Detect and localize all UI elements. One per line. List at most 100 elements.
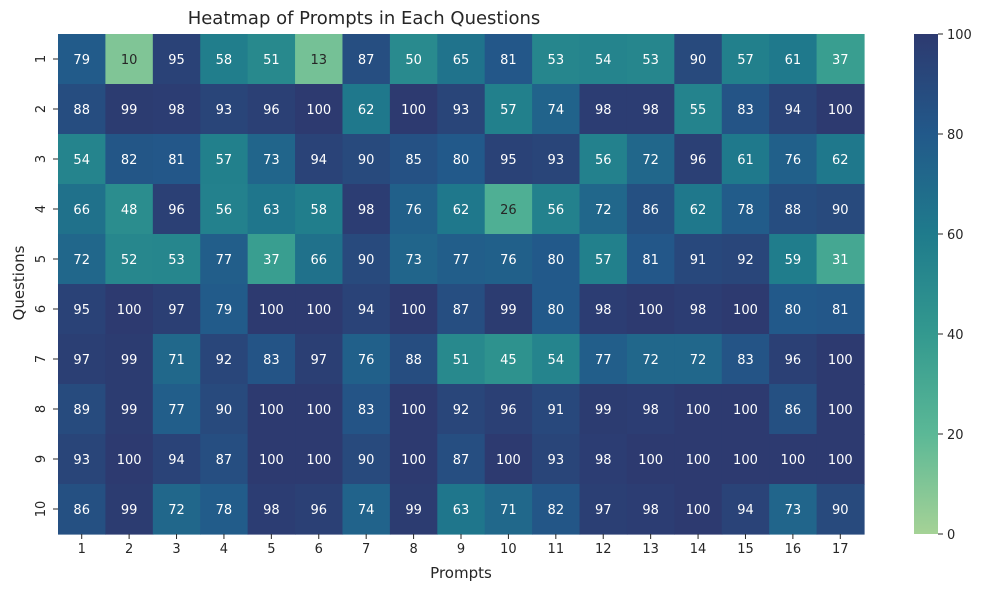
cell-value-label: 94 xyxy=(310,153,327,168)
cell-value-label: 90 xyxy=(358,253,375,268)
heatmap-cell xyxy=(816,284,865,335)
cell-value-label: 90 xyxy=(832,503,849,518)
cell-value-label: 98 xyxy=(642,403,659,418)
heatmap-cell xyxy=(200,434,249,485)
heatmap-cell xyxy=(295,334,344,385)
x-tick-label: 4 xyxy=(220,542,228,557)
heatmap-cell xyxy=(626,34,675,85)
cell-value-label: 99 xyxy=(121,103,138,118)
cell-value-label: 73 xyxy=(263,153,280,168)
cell-value-label: 98 xyxy=(690,303,707,318)
heatmap-cell xyxy=(105,234,154,285)
cell-value-label: 52 xyxy=(121,253,138,268)
heatmap-cell xyxy=(295,234,344,285)
cell-value-label: 72 xyxy=(595,203,612,218)
cell-value-label: 86 xyxy=(642,203,659,218)
heatmap-cell xyxy=(389,434,438,485)
y-tick-label: 4 xyxy=(34,205,49,213)
cell-value-label: 31 xyxy=(832,253,849,268)
cell-value-label: 80 xyxy=(548,303,565,318)
cell-value-label: 53 xyxy=(548,53,565,68)
heatmap-cell xyxy=(152,384,201,435)
cell-value-label: 100 xyxy=(638,453,663,468)
cell-value-label: 58 xyxy=(310,203,327,218)
cell-value-label: 96 xyxy=(310,503,327,518)
heatmap-cell xyxy=(579,134,628,185)
colorbar-tick-label: 20 xyxy=(947,428,964,443)
heatmap-cell xyxy=(105,384,154,435)
heatmap-cell xyxy=(626,234,675,285)
heatmap-cell xyxy=(389,234,438,285)
cell-value-label: 54 xyxy=(595,53,612,68)
cell-value-label: 100 xyxy=(306,403,331,418)
heatmap-cell xyxy=(484,434,533,485)
cell-value-label: 78 xyxy=(216,503,233,518)
heatmap-cell xyxy=(579,234,628,285)
heatmap-cell xyxy=(247,34,296,85)
x-tick-label: 3 xyxy=(172,542,180,557)
cell-value-label: 72 xyxy=(642,153,659,168)
heatmap-cell xyxy=(437,234,486,285)
heatmap-cell xyxy=(389,384,438,435)
cell-value-label: 83 xyxy=(358,403,375,418)
x-tick-label: 17 xyxy=(832,542,849,557)
x-axis-label: Prompts xyxy=(430,564,492,582)
heatmap-cell xyxy=(484,334,533,385)
heatmap-cell xyxy=(769,334,818,385)
heatmap-cell xyxy=(532,384,581,435)
cell-value-label: 79 xyxy=(73,53,90,68)
y-tick-label: 5 xyxy=(34,255,49,263)
heatmap-cell xyxy=(721,434,770,485)
heatmap-cell xyxy=(816,434,865,485)
cell-value-label: 62 xyxy=(358,103,375,118)
cell-value-label: 100 xyxy=(306,103,331,118)
heatmap-cell xyxy=(295,84,344,135)
cell-value-label: 100 xyxy=(733,303,758,318)
heatmap-cell xyxy=(247,284,296,335)
x-tick-label: 14 xyxy=(690,542,707,557)
heatmap-cell xyxy=(484,184,533,235)
heatmap-cell xyxy=(721,184,770,235)
cell-value-label: 77 xyxy=(595,353,612,368)
heatmap-cell xyxy=(295,484,344,535)
heatmap-cell xyxy=(674,334,723,385)
cell-value-label: 78 xyxy=(737,203,754,218)
cell-value-label: 100 xyxy=(733,403,758,418)
heatmap-cell xyxy=(721,484,770,535)
heatmap-cell xyxy=(532,184,581,235)
cell-value-label: 94 xyxy=(358,303,375,318)
heatmap-cell xyxy=(437,284,486,335)
heatmap-cell xyxy=(247,184,296,235)
cell-value-label: 99 xyxy=(595,403,612,418)
heatmap-cell xyxy=(105,284,154,335)
y-tick-label: 6 xyxy=(34,305,49,313)
cell-value-label: 37 xyxy=(832,53,849,68)
cell-value-label: 66 xyxy=(310,253,327,268)
heatmap-cell xyxy=(295,34,344,85)
cell-value-label: 100 xyxy=(638,303,663,318)
heatmap-cell xyxy=(247,434,296,485)
cell-value-label: 94 xyxy=(168,453,185,468)
cell-value-label: 58 xyxy=(216,53,233,68)
cell-value-label: 93 xyxy=(216,103,233,118)
cell-value-label: 87 xyxy=(358,53,375,68)
cell-value-label: 100 xyxy=(828,103,853,118)
heatmap-cell xyxy=(769,34,818,85)
cell-value-label: 100 xyxy=(259,403,284,418)
heatmap-cell xyxy=(484,384,533,435)
heatmap-cell xyxy=(769,134,818,185)
heatmap-cell xyxy=(437,484,486,535)
heatmap-cell xyxy=(721,84,770,135)
cell-value-label: 76 xyxy=(358,353,375,368)
cell-value-label: 96 xyxy=(785,353,802,368)
cell-value-label: 45 xyxy=(500,353,517,368)
heatmap-cell xyxy=(342,434,391,485)
heatmap-cell xyxy=(152,484,201,535)
heatmap-cell xyxy=(105,184,154,235)
cell-value-label: 100 xyxy=(401,403,426,418)
cell-value-label: 99 xyxy=(121,503,138,518)
heatmap-cell xyxy=(58,84,107,135)
heatmap-cell xyxy=(105,434,154,485)
heatmap-cell xyxy=(389,84,438,135)
cell-value-label: 76 xyxy=(785,153,802,168)
